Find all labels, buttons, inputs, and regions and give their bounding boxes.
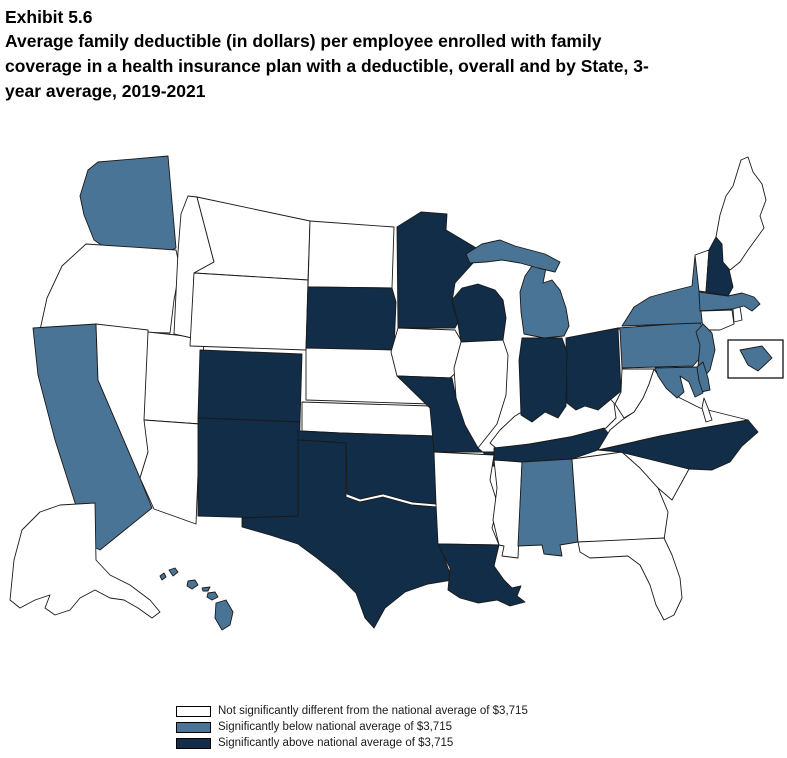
state-west-virginia xyxy=(614,368,655,419)
state-hawaii-part2 xyxy=(186,579,199,590)
state-ohio xyxy=(565,327,622,411)
state-pennsylvania xyxy=(617,321,708,369)
state-louisiana xyxy=(437,543,526,607)
state-hawaii xyxy=(159,572,167,581)
state-alabama xyxy=(517,458,579,557)
state-maryland xyxy=(654,366,704,399)
state-michigan xyxy=(519,257,570,339)
state-oregon xyxy=(39,243,181,334)
state-iowa xyxy=(390,327,463,379)
legend-swatch-above-average xyxy=(176,737,211,749)
state-arkansas xyxy=(433,451,500,546)
state-south-dakota xyxy=(305,286,397,351)
state-hawaii-part1 xyxy=(168,567,179,577)
legend-swatch-not-different xyxy=(176,705,211,717)
exhibit-number: Exhibit 5.6 xyxy=(5,7,93,27)
legend-item-not-different: Not significantly different from the nat… xyxy=(176,703,528,719)
legend-label-below-average: Significantly below national average of … xyxy=(218,721,452,733)
state-texas xyxy=(241,439,453,629)
state-new-mexico xyxy=(197,417,301,520)
legend-item-above-average: Significantly above national average of … xyxy=(176,735,528,751)
state-minnesota xyxy=(396,211,484,329)
exhibit-title: Average family deductible (in dollars) p… xyxy=(5,31,649,101)
legend-swatch-below-average xyxy=(176,721,211,733)
legend-label-above-average: Significantly above national average of … xyxy=(218,737,454,749)
state-rhode-island xyxy=(732,306,743,323)
state-wyoming xyxy=(189,272,309,351)
map-legend: Not significantly different from the nat… xyxy=(176,703,528,751)
state-maine xyxy=(715,156,767,271)
state-virginia-part1 xyxy=(701,397,713,423)
state-colorado xyxy=(197,349,303,423)
state-michigan-part1 xyxy=(465,239,561,273)
state-alaska xyxy=(9,502,161,619)
state-north-dakota xyxy=(307,220,395,289)
state-massachusetts xyxy=(698,291,761,312)
title-block: Exhibit 5.6 Average family deductible (i… xyxy=(5,5,695,104)
legend-item-below-average: Significantly below national average of … xyxy=(176,719,528,735)
state-wisconsin xyxy=(451,283,507,343)
state-indiana xyxy=(518,337,568,423)
state-hawaii-part3 xyxy=(201,586,211,592)
state-hawaii-part5 xyxy=(214,599,234,631)
state-florida xyxy=(577,537,683,621)
legend-label-not-different: Not significantly different from the nat… xyxy=(218,705,528,717)
state-kansas xyxy=(301,401,435,437)
state-montana xyxy=(193,196,311,281)
state-district-of-columbia xyxy=(739,345,773,372)
state-hawaii-part4 xyxy=(206,591,219,601)
